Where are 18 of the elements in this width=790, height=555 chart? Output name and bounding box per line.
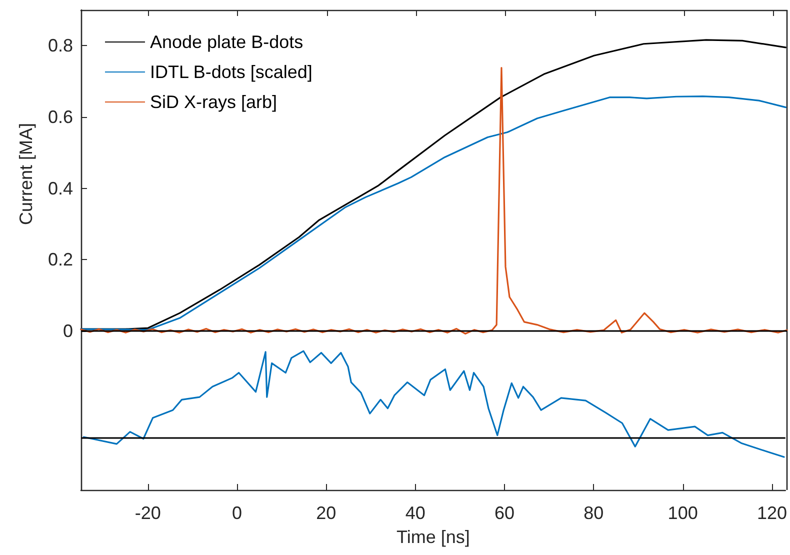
legend-label: Anode plate B-dots <box>150 32 304 52</box>
y-tick-label: 0.8 <box>48 36 73 56</box>
y-axis-title: Current [MA] <box>16 122 36 226</box>
x-tick-label: 40 <box>405 503 426 523</box>
legend-label: IDTL B-dots [scaled] <box>150 62 312 82</box>
y-tick-label: 0 <box>62 320 73 341</box>
x-tick-label: 60 <box>494 503 515 523</box>
x-axis-title: Time [ns] <box>396 527 470 547</box>
legend-label: SiD X-rays [arb] <box>150 92 278 112</box>
y-tick-label: 0.6 <box>48 106 73 127</box>
x-tick-label: 0 <box>232 503 242 523</box>
x-tick-label: 120 <box>756 503 788 523</box>
x-tick-label: 20 <box>316 503 336 523</box>
x-tick-label: 80 <box>584 503 604 523</box>
x-tick-label: 100 <box>668 503 698 523</box>
y-tick-label: 0.2 <box>48 250 73 270</box>
x-tick-label: -20 <box>134 503 161 523</box>
y-tick-label: 0.4 <box>48 178 73 198</box>
